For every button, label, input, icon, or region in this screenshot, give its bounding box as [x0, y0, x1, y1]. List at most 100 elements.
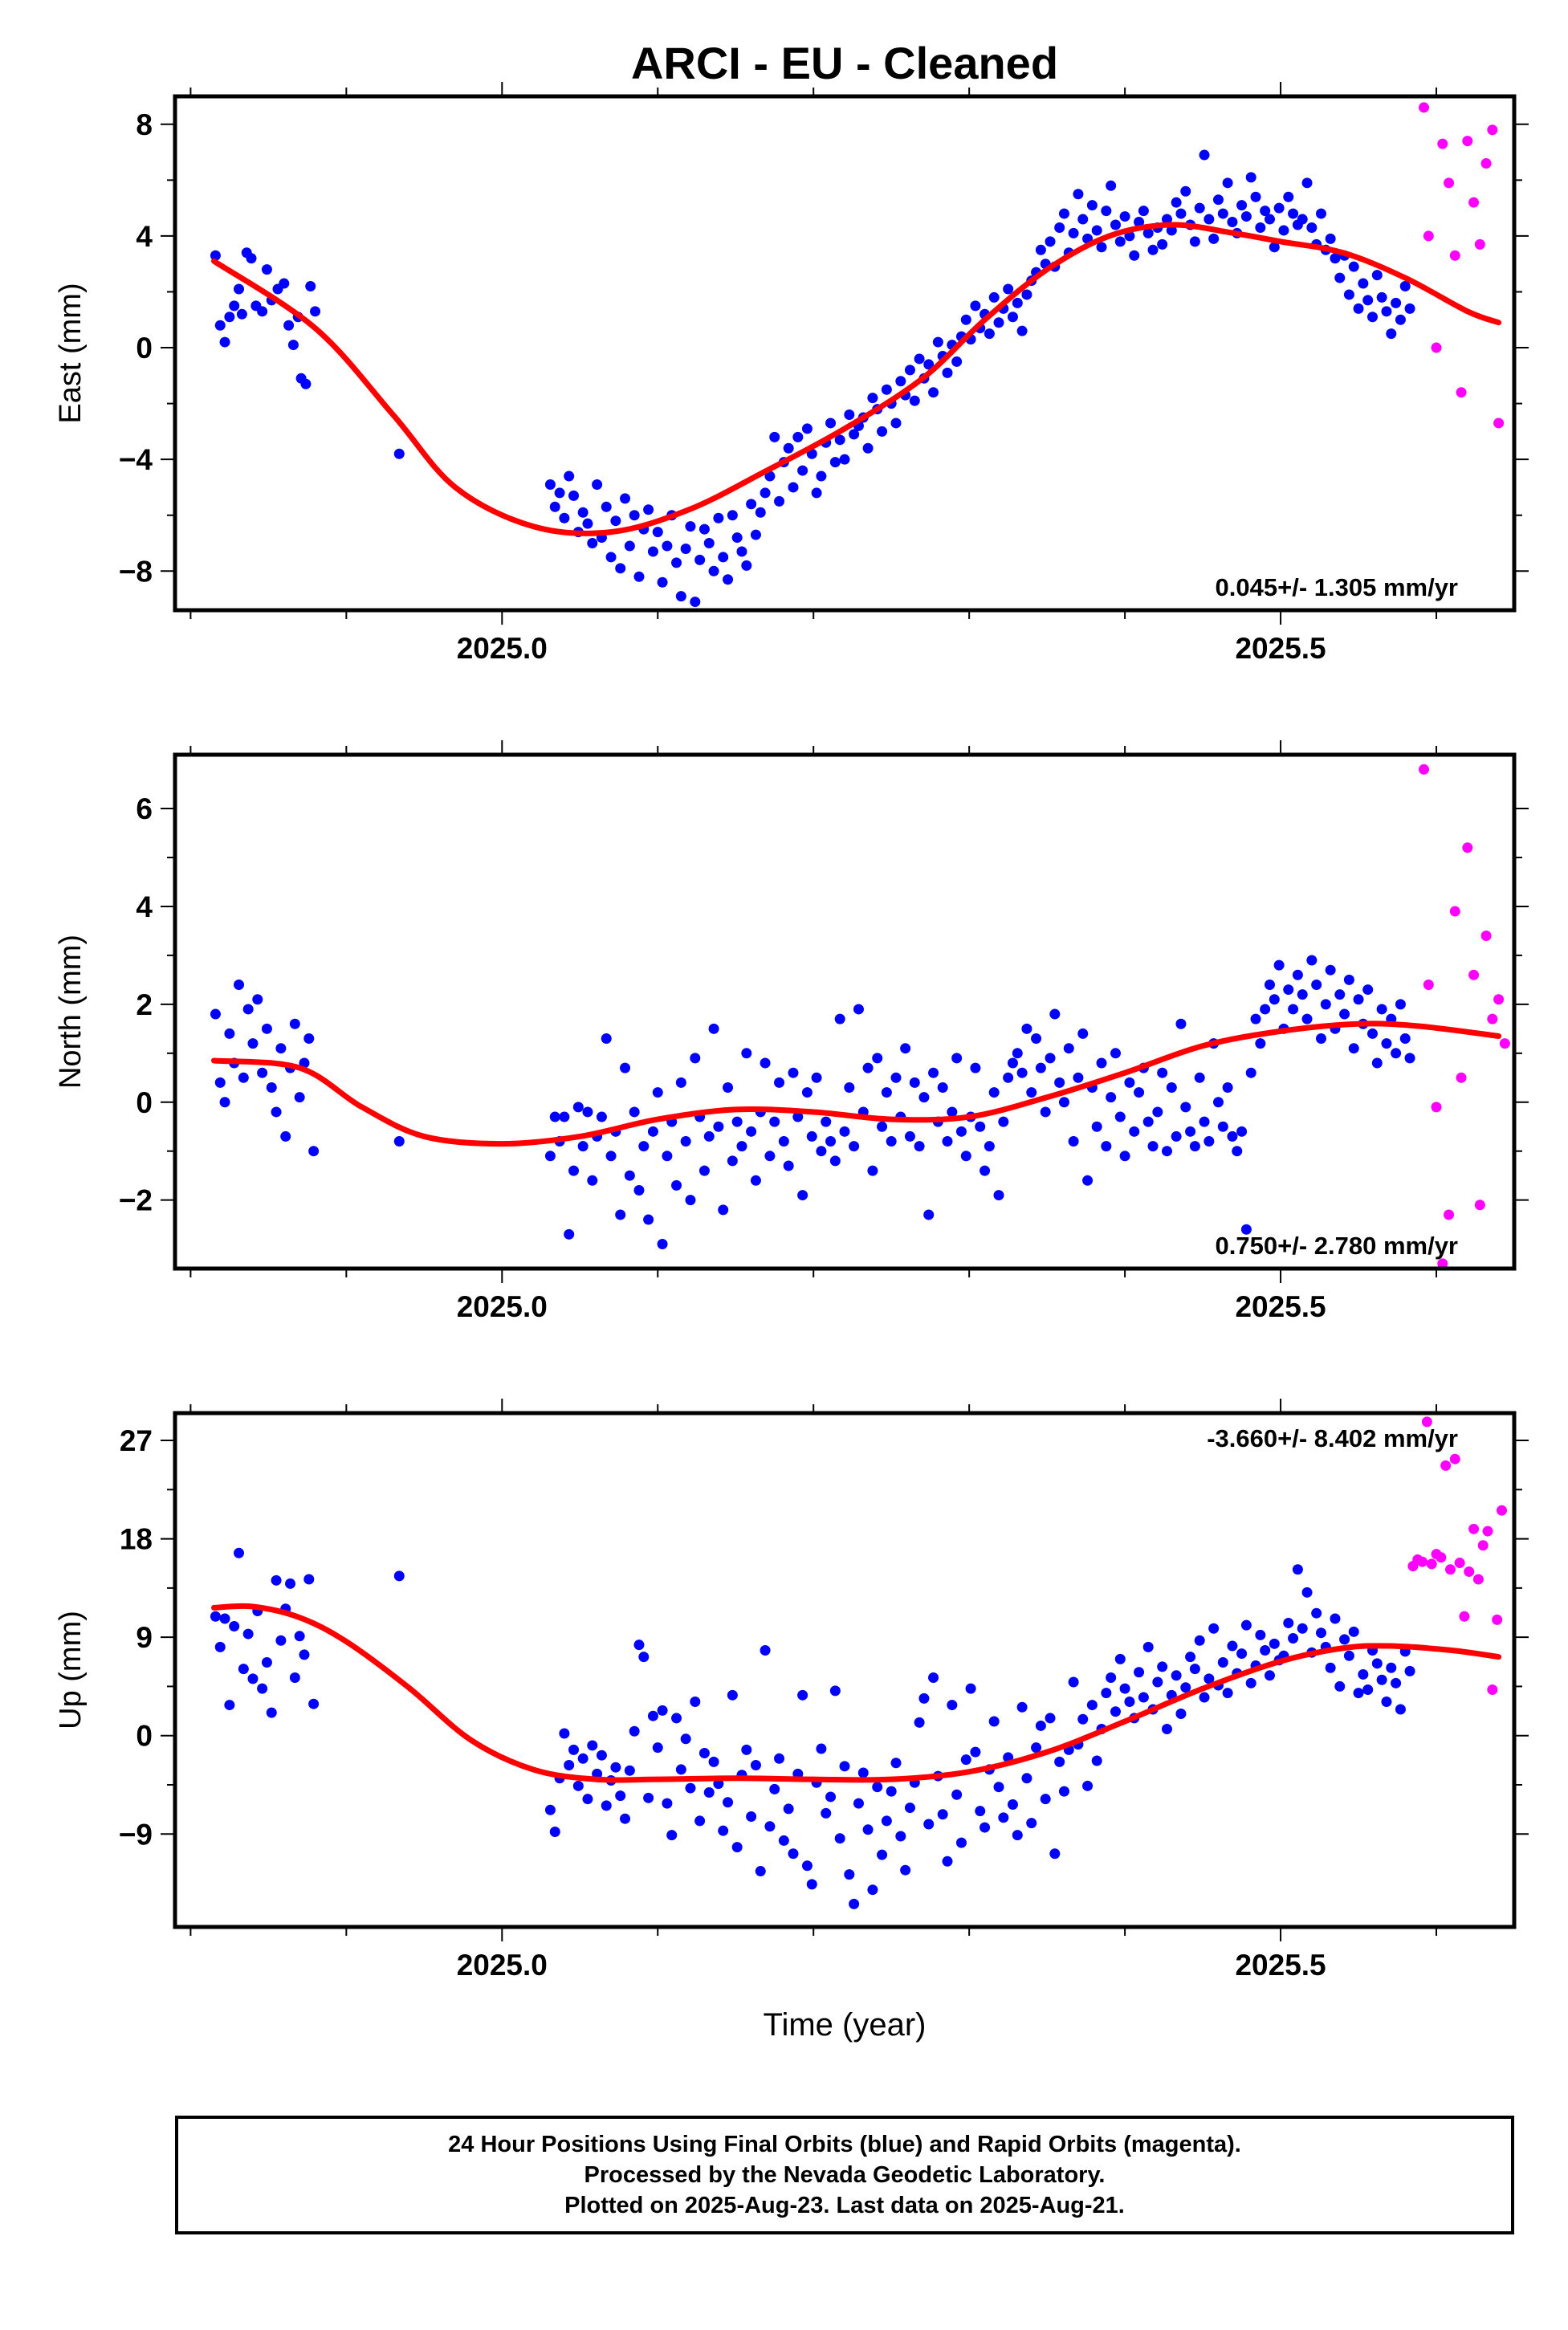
- final-orbit-point: [797, 1689, 808, 1701]
- final-orbit-point: [610, 515, 621, 527]
- final-orbit-point: [1227, 217, 1238, 228]
- rapid-orbit-point: [1426, 1558, 1437, 1570]
- final-orbit-point: [564, 1228, 575, 1240]
- final-orbit-point: [1171, 1130, 1182, 1142]
- final-orbit-point: [210, 1008, 221, 1020]
- rapid-orbit-point: [1496, 1505, 1507, 1516]
- final-orbit-point: [703, 1130, 715, 1142]
- final-orbit-point: [638, 1652, 650, 1663]
- final-orbit-point: [279, 278, 290, 289]
- final-orbit-point: [275, 1635, 287, 1646]
- final-orbit-point: [1166, 1081, 1177, 1093]
- final-orbit-point: [750, 529, 761, 540]
- final-orbit-point: [1358, 278, 1369, 289]
- final-orbit-point: [801, 423, 813, 434]
- final-orbit-point: [615, 563, 626, 574]
- final-orbit-point: [261, 1023, 272, 1034]
- final-orbit-point: [236, 308, 247, 320]
- final-orbit-point: [1278, 225, 1289, 236]
- final-orbit-point: [1175, 1708, 1187, 1719]
- final-orbit-point: [1194, 202, 1205, 214]
- rapid-orbit-point: [1449, 1453, 1460, 1464]
- final-orbit-point: [657, 1239, 668, 1250]
- final-orbit-point: [1063, 1043, 1074, 1054]
- plot-area: [210, 1416, 1507, 1909]
- final-orbit-point: [1035, 1062, 1046, 1073]
- plot-area: [210, 102, 1505, 608]
- final-orbit-point: [1395, 1704, 1406, 1715]
- final-orbit-point: [951, 356, 963, 367]
- footer-line-1: 24 Hour Positions Using Final Orbits (bl…: [448, 2132, 1241, 2157]
- final-orbit-point: [393, 448, 405, 459]
- final-orbit-point: [806, 1130, 817, 1142]
- final-orbit-point: [862, 442, 874, 454]
- final-orbit-point: [1161, 1146, 1172, 1157]
- final-orbit-point: [1119, 1151, 1130, 1162]
- final-orbit-point: [690, 597, 701, 608]
- final-orbit-point: [1376, 1674, 1387, 1685]
- final-orbit-point: [224, 312, 235, 323]
- final-orbit-point: [601, 1800, 612, 1811]
- final-orbit-point: [577, 1141, 589, 1152]
- final-orbit-point: [1077, 214, 1089, 225]
- plot-frame: [173, 94, 1517, 613]
- final-orbit-point: [872, 1782, 883, 1793]
- final-orbit-point: [657, 576, 668, 588]
- final-orbit-point: [294, 1631, 305, 1642]
- final-orbit-point: [1054, 1077, 1065, 1088]
- final-orbit-point: [970, 1746, 981, 1758]
- final-orbit-point: [1227, 1130, 1238, 1142]
- final-orbit-point: [1142, 1116, 1154, 1127]
- final-orbit-point: [825, 1136, 837, 1147]
- final-orbit-point: [1035, 1720, 1046, 1731]
- rapid-orbit-point: [1456, 387, 1467, 398]
- rapid-orbit-point: [1477, 1540, 1489, 1551]
- final-orbit-point: [1232, 1146, 1243, 1157]
- final-orbit-point: [979, 1165, 991, 1176]
- final-orbit-point: [750, 1759, 761, 1770]
- final-orbit-point: [1404, 1665, 1415, 1676]
- final-orbit-point: [877, 1121, 888, 1132]
- final-orbit-point: [1236, 200, 1248, 211]
- final-orbit-point: [647, 546, 658, 557]
- final-orbit-point: [647, 1710, 658, 1721]
- final-orbit-point: [210, 250, 221, 261]
- final-orbit-point: [1086, 1700, 1098, 1711]
- final-orbit-point: [1334, 272, 1346, 283]
- final-orbit-point: [890, 1072, 902, 1083]
- rapid-orbit-point: [1437, 138, 1448, 149]
- final-orbit-point: [806, 1879, 817, 1890]
- final-orbit-point: [1147, 244, 1159, 255]
- final-orbit-point: [393, 1136, 405, 1147]
- plot-frame: [173, 752, 1517, 1271]
- final-orbit-point: [988, 1087, 1000, 1098]
- final-orbit-point: [638, 1141, 650, 1152]
- final-orbit-point: [1260, 206, 1271, 217]
- final-orbit-point: [1283, 1617, 1294, 1628]
- final-orbit-point: [1119, 1683, 1130, 1694]
- final-orbit-point: [708, 1023, 719, 1034]
- final-orbit-point: [1026, 1087, 1037, 1098]
- final-orbit-point: [559, 1728, 570, 1739]
- final-orbit-point: [1212, 1097, 1224, 1108]
- final-orbit-point: [1311, 979, 1322, 990]
- final-orbit-point: [718, 1204, 729, 1216]
- final-orbit-point: [816, 1146, 827, 1157]
- final-orbit-point: [834, 434, 845, 446]
- final-orbit-point: [932, 336, 943, 348]
- final-orbit-point: [234, 283, 245, 295]
- y-tick-label: 8: [136, 108, 153, 141]
- final-orbit-point: [1208, 1623, 1220, 1634]
- final-orbit-point: [1315, 1033, 1326, 1045]
- final-orbit-point: [1212, 194, 1224, 206]
- final-orbit-point: [1343, 1650, 1354, 1661]
- final-orbit-point: [1157, 238, 1168, 250]
- final-orbit-point: [675, 1764, 686, 1775]
- final-orbit-point: [266, 1707, 277, 1718]
- final-orbit-point: [867, 1884, 878, 1896]
- final-orbit-point: [769, 1116, 780, 1127]
- final-orbit-point: [544, 479, 556, 490]
- final-orbit-point: [224, 1700, 235, 1711]
- final-orbit-point: [1101, 1141, 1112, 1152]
- final-orbit-point: [219, 336, 230, 348]
